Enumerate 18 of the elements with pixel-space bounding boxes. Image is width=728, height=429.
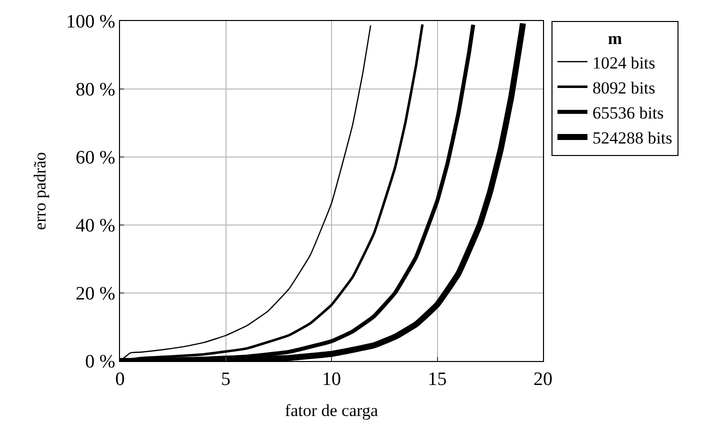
legend-label: 524288 bits: [592, 128, 672, 148]
y-tick-label: 20 %: [76, 284, 116, 305]
y-tick-label: 100 %: [66, 12, 116, 33]
y-tick-label: 0 %: [85, 352, 116, 373]
y-tick-label: 80 %: [76, 80, 116, 101]
legend-label: 65536 bits: [592, 103, 664, 122]
y-axis-title: erro padrão: [30, 152, 50, 230]
legend-title: m: [608, 29, 622, 48]
y-tick-label: 60 %: [76, 148, 116, 169]
legend-label: 1024 bits: [592, 53, 656, 72]
x-axis-title: fator de carga: [284, 401, 379, 420]
x-tick-label: 15: [428, 368, 447, 390]
legend-label: 8092 bits: [592, 78, 656, 98]
x-tick-label: 10: [322, 368, 341, 390]
x-tick-label: 20: [534, 368, 552, 390]
x-tick-label: 0: [115, 368, 125, 390]
x-tick-label: 5: [221, 368, 230, 390]
y-tick-label: 40 %: [76, 216, 116, 237]
